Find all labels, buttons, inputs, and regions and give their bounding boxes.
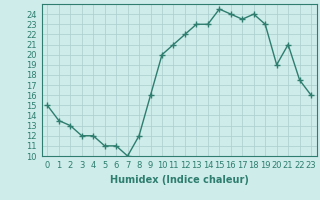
X-axis label: Humidex (Indice chaleur): Humidex (Indice chaleur): [110, 175, 249, 185]
